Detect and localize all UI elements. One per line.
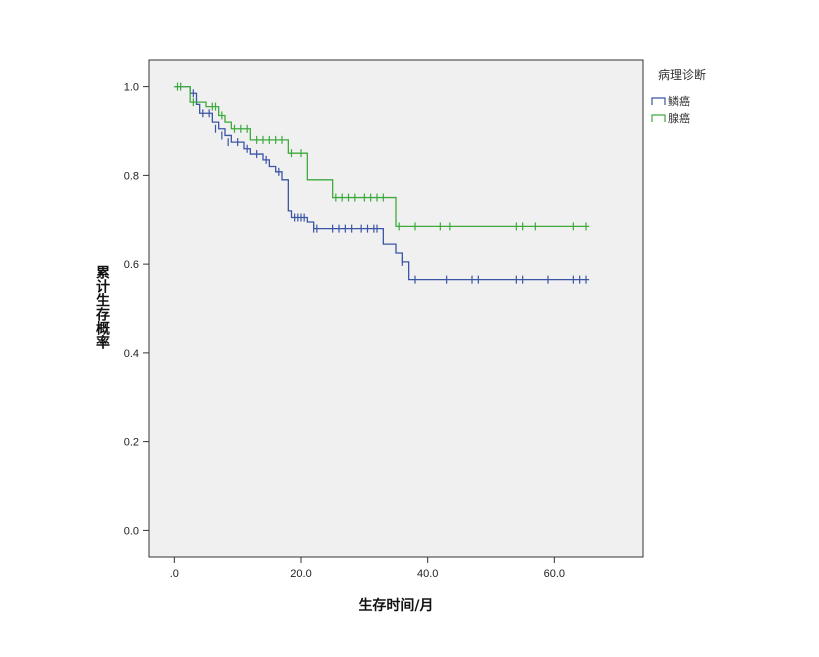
y-tick-label: 1.0 [124, 82, 139, 94]
series-腺癌 [174, 82, 590, 231]
y-tick-label: 0.8 [124, 170, 139, 182]
x-axis-title: 生存时间/月 [358, 597, 433, 614]
y-tick-label: 0.4 [124, 348, 139, 360]
x-tick-label: 40.0 [417, 568, 438, 580]
legend-title: 病理诊断 [658, 67, 706, 82]
y-tick-label: 0.6 [124, 259, 139, 271]
x-tick-label: 60.0 [544, 568, 565, 580]
x-tick-label: 20.0 [290, 568, 311, 580]
legend-swatch [651, 114, 666, 122]
y-tick-label: 0.0 [124, 525, 139, 537]
series-layer [174, 82, 590, 284]
x-axis: .0 20.0 40.0 60.0 [170, 557, 565, 580]
legend-label: 鳞癌 [668, 94, 690, 108]
y-axis-title: 累计生存概率 [94, 265, 110, 350]
legend-swatch [651, 97, 666, 105]
survival-curve [174, 85, 590, 281]
y-tick-label: 0.2 [124, 437, 139, 449]
plot-area [148, 59, 644, 558]
x-tick-label: .0 [170, 568, 179, 580]
y-axis: 0.0 0.2 0.4 0.6 0.8 1.0 [124, 82, 149, 537]
legend-label: 腺癌 [668, 111, 690, 125]
series-鳞癌 [174, 85, 590, 284]
